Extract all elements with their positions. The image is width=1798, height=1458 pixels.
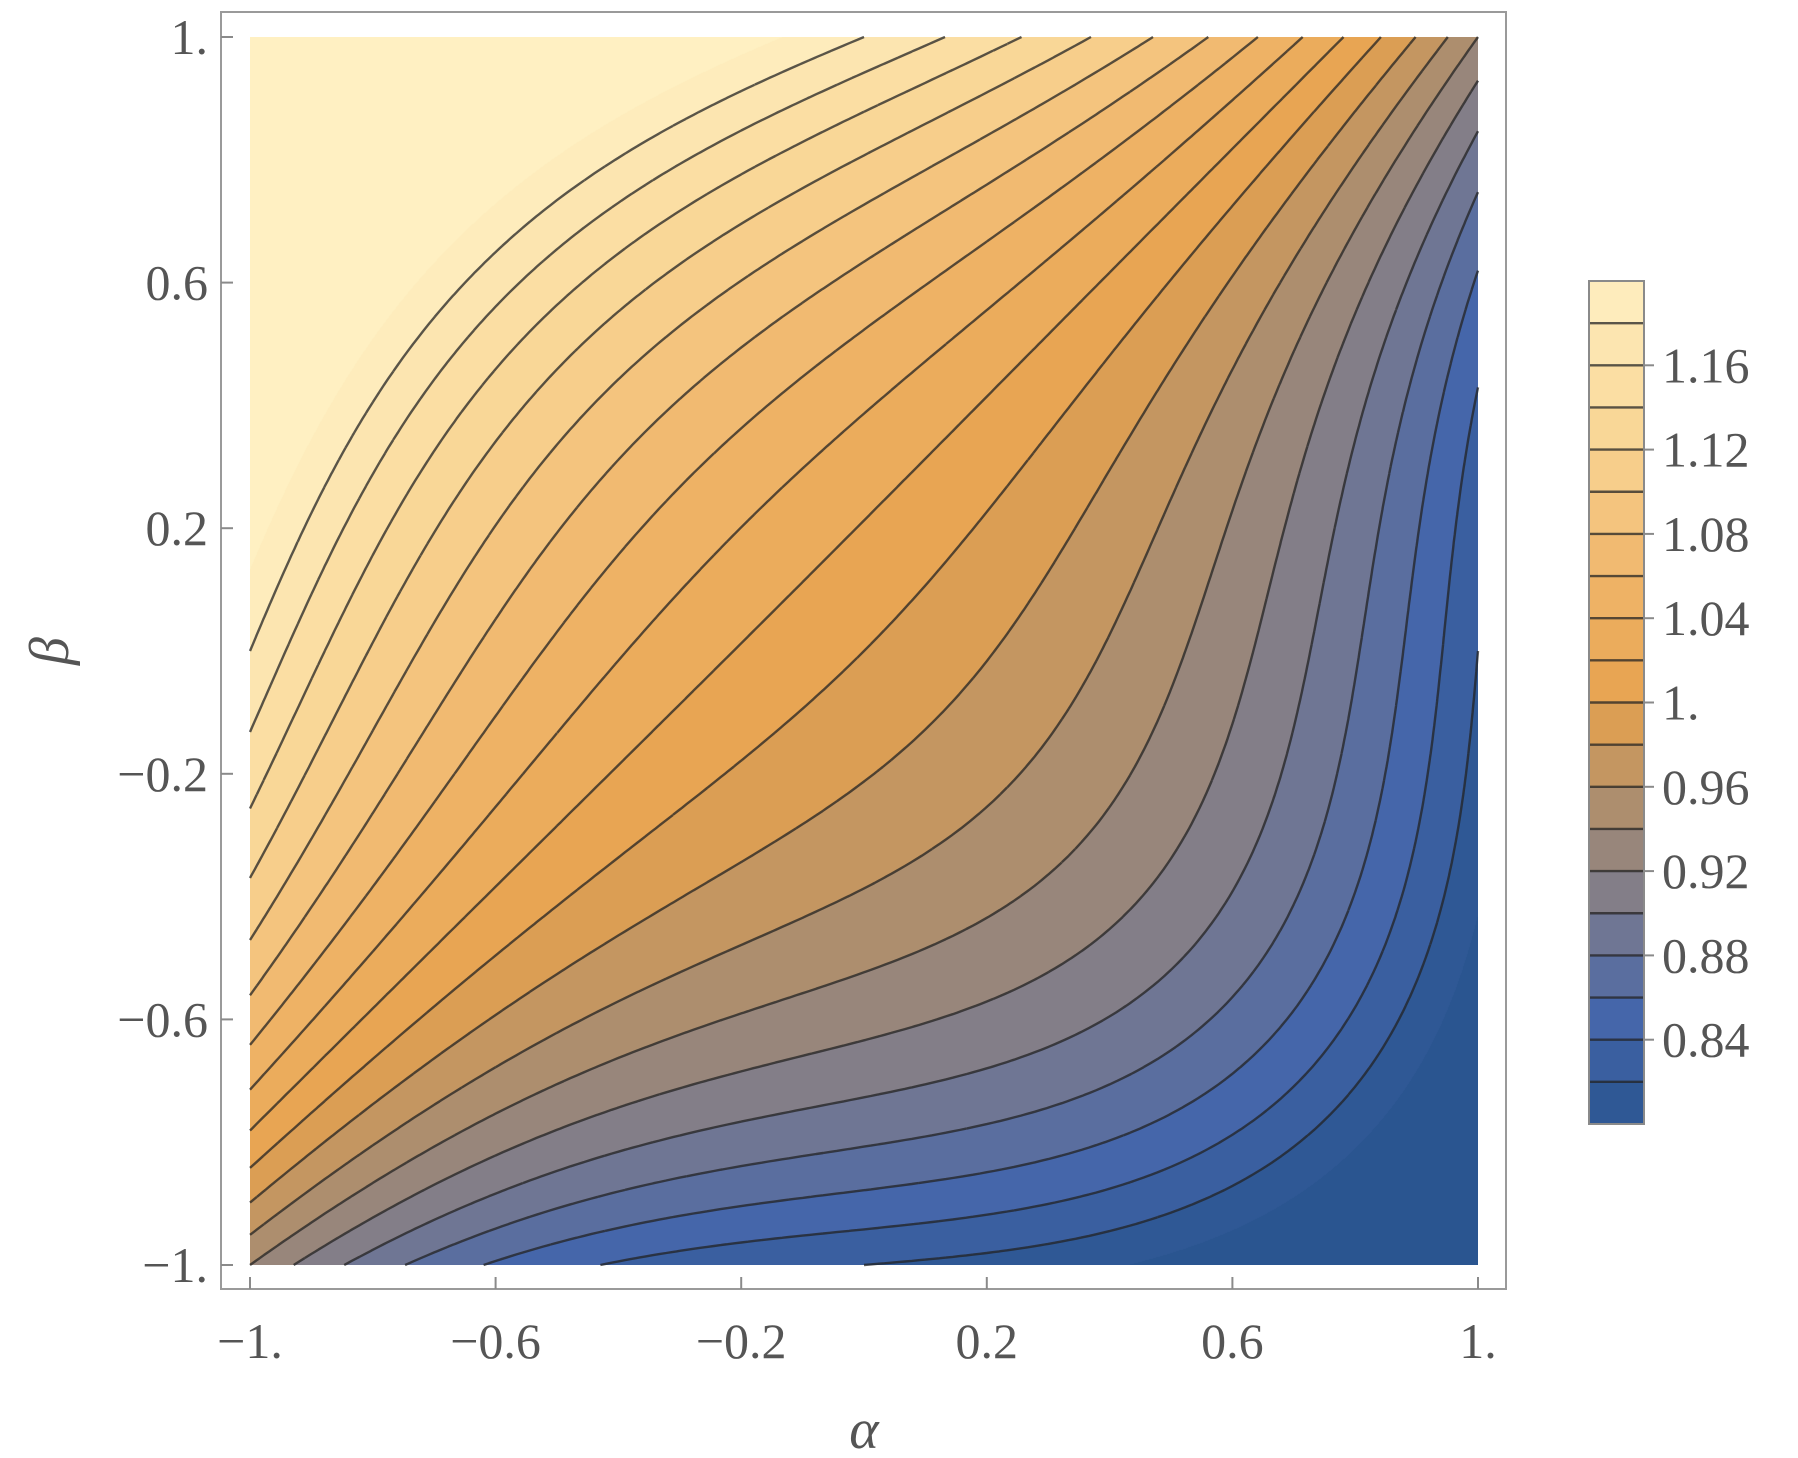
contour-lines: [248, 35, 1480, 1267]
colorbar-band: [1589, 618, 1644, 661]
colorbar-tick-label: 0.84: [1662, 1012, 1750, 1068]
y-tick-label: −0.6: [117, 991, 208, 1047]
y-tick-label: 0.2: [146, 500, 209, 556]
colorbar-tick-label: 1.08: [1662, 506, 1750, 562]
contour-line: [249, 36, 1479, 1266]
colorbar-band: [1589, 955, 1644, 999]
contour-line: [249, 36, 1304, 1091]
contour-plot-area: [248, 35, 1480, 1267]
contour-line: [248, 35, 1023, 810]
colorbar-band: [1589, 491, 1644, 535]
contour-line: [249, 36, 1345, 1132]
x-tick-label: 0.2: [956, 1313, 1019, 1369]
y-tick-label: −1.: [142, 1237, 208, 1293]
colorbar-band: [1589, 702, 1644, 746]
contour-line: [249, 36, 1210, 997]
colorbar-tick-label: 0.96: [1662, 759, 1750, 815]
colorbar-band: [1589, 1039, 1644, 1083]
contour-line: [249, 36, 1259, 1046]
contour-line: [248, 35, 865, 652]
contour-line: [249, 36, 1449, 1236]
colorbar-tick-label: 1.: [1662, 675, 1700, 731]
colorbar-band: [1589, 871, 1644, 914]
x-tick-label: 0.6: [1201, 1313, 1264, 1369]
y-tick-label: −0.2: [117, 746, 208, 802]
colorbar-band: [1589, 407, 1644, 451]
x-tick-label: −0.6: [450, 1313, 541, 1369]
colorbar-band: [1589, 828, 1644, 872]
contour-line: [600, 387, 1480, 1267]
colorbar-bands: [1589, 281, 1644, 1125]
x-axis-ticks: −1. −0.6 −0.2 0.2 0.6 1.: [217, 1277, 1497, 1369]
colorbar-band: [1589, 913, 1644, 956]
contour-line: [483, 270, 1480, 1267]
x-tick-label: 1.: [1459, 1313, 1497, 1369]
y-tick-label: 1.: [171, 9, 209, 65]
colorbar-band: [1589, 323, 1644, 366]
colorbar-band: [1589, 660, 1644, 703]
contour-line: [863, 650, 1480, 1267]
colorbar-tick-label: 1.12: [1662, 422, 1750, 478]
colorbar-ticks: 0.84 0.88 0.92 0.96 1. 1.04 1.08 1.12 1.16: [1644, 337, 1750, 1068]
colorbar-band: [1589, 281, 1644, 324]
colorbar: 0.84 0.88 0.92 0.96 1. 1.04 1.08 1.12 1.16: [1588, 280, 1750, 1125]
colorbar-band: [1589, 1081, 1644, 1125]
y-axis-ticks: −1. −0.6 −0.2 0.2 0.6 1.: [117, 9, 233, 1293]
colorbar-tick-label: 0.88: [1662, 927, 1750, 983]
colorbar-tick-label: 0.92: [1662, 843, 1750, 899]
y-tick-label: 0.6: [146, 255, 209, 311]
contour-line: [343, 130, 1480, 1267]
contour-line: [293, 80, 1480, 1267]
colorbar-band: [1589, 786, 1644, 830]
contour-line: [248, 35, 1154, 941]
colorbar-band: [1589, 365, 1644, 408]
x-tick-label: −0.2: [696, 1313, 787, 1369]
colorbar-band: [1589, 449, 1644, 493]
colorbar-band: [1589, 576, 1644, 619]
contour-line: [404, 191, 1480, 1267]
contour-line: [248, 35, 1092, 879]
contour-line: [249, 36, 1417, 1204]
colorbar-tick-label: 1.04: [1662, 590, 1750, 646]
colorbar-tick-label: 1.16: [1662, 337, 1750, 393]
contour-line: [249, 36, 1382, 1169]
contour-line: [248, 35, 946, 733]
y-axis-label: β: [19, 637, 81, 666]
colorbar-band: [1589, 744, 1644, 788]
colorbar-band: [1589, 997, 1644, 1041]
x-tick-label: −1.: [217, 1313, 283, 1369]
x-axis-label: α: [849, 1399, 880, 1458]
colorbar-band: [1589, 533, 1644, 577]
